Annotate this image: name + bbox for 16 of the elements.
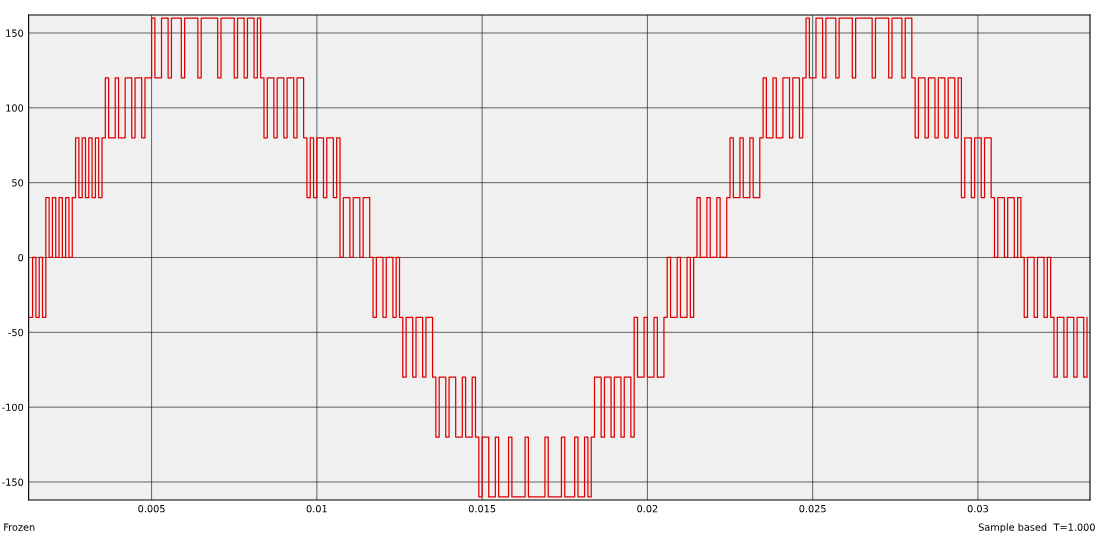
text: T=1.000 [1053,523,1095,531]
y-tick-label: 50 [12,179,24,187]
text: Frozen [4,523,35,531]
x-tick-label: 0.015 [468,504,496,513]
x-tick-label: 0.03 [967,504,988,513]
x-tick-label: 0.02 [637,504,658,513]
x-tick-label: 0.025 [799,504,826,513]
text: Sample based [978,523,1047,533]
y-tick-label: 100 [6,104,24,112]
y-tick-label: 150 [6,29,24,37]
x-tick-label: 0.005 [138,504,165,513]
y-tick-label: -50 [8,328,24,337]
y-tick-label: -150 [2,478,24,486]
y-tick-label: 0 [18,253,24,262]
y-tick-label: -100 [2,403,24,411]
x-tick-label: 0.01 [306,504,327,513]
